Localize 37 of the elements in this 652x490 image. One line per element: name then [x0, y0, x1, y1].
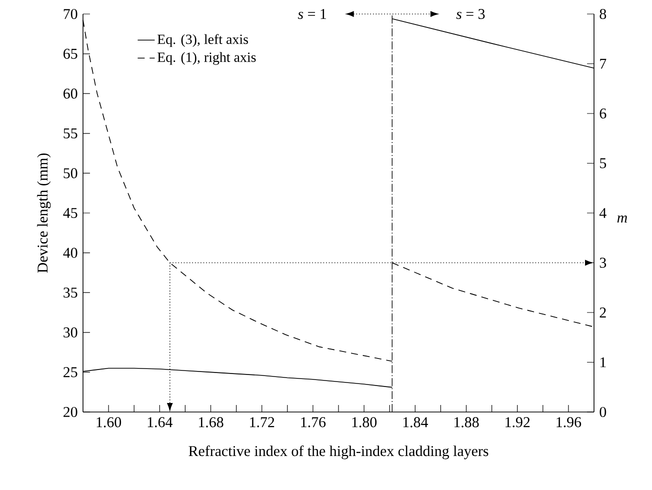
- y-tick-label: 65: [64, 48, 78, 59]
- annotation: s = 3: [456, 8, 485, 20]
- y2-axis-title: m: [617, 215, 627, 222]
- y-tick-label: 20: [64, 406, 78, 418]
- y-tick-label: 25: [64, 367, 78, 378]
- y-axis-title: Device length (mm): [37, 153, 51, 273]
- legend-label: Eq. (3), left axis: [157, 34, 248, 47]
- x-tick-label: 1.96: [556, 417, 582, 428]
- y2-tick-label: 7: [600, 58, 606, 69]
- y2-tick-label: 6: [600, 108, 606, 119]
- y-tick-label: 60: [64, 88, 78, 99]
- y-tick-label: 70: [64, 8, 78, 20]
- y-tick-label: 40: [63, 248, 78, 258]
- y2-tick-label: 4: [599, 208, 606, 218]
- y2-tick-label: 0: [600, 406, 606, 418]
- x-tick-label: 1.92: [506, 417, 530, 428]
- x-tick-label: 1.88: [454, 417, 479, 428]
- annotation: s = 1: [298, 9, 326, 19]
- y-tick-label: 30: [64, 327, 78, 338]
- x-tick-label: 1.60: [96, 417, 122, 428]
- x-tick-label: 1.76: [301, 417, 326, 428]
- y2-tick-label: 1: [600, 357, 606, 368]
- y2-tick-label: 5: [600, 158, 606, 168]
- y-tick-label: 45: [63, 208, 78, 218]
- y2-tick-label: 3: [600, 258, 606, 268]
- y2-tick-label: 2: [600, 308, 606, 318]
- y2-tick-label: 8: [600, 8, 606, 20]
- x-axis-title: Refractive index of the high-index cladding layers: [188, 445, 488, 460]
- y-tick-label: 50: [64, 168, 78, 178]
- x-tick-label: 1.68: [198, 417, 224, 428]
- legend-label: Eq. (1), right axis: [157, 52, 256, 65]
- y-tick-label: 35: [64, 288, 78, 298]
- x-tick-label: 1.84: [403, 417, 428, 428]
- x-tick-label: 1.80: [352, 417, 377, 428]
- x-tick-label: 1.72: [250, 417, 274, 428]
- y-tick-label: 55: [64, 128, 78, 138]
- x-tick-label: 1.64: [148, 417, 172, 428]
